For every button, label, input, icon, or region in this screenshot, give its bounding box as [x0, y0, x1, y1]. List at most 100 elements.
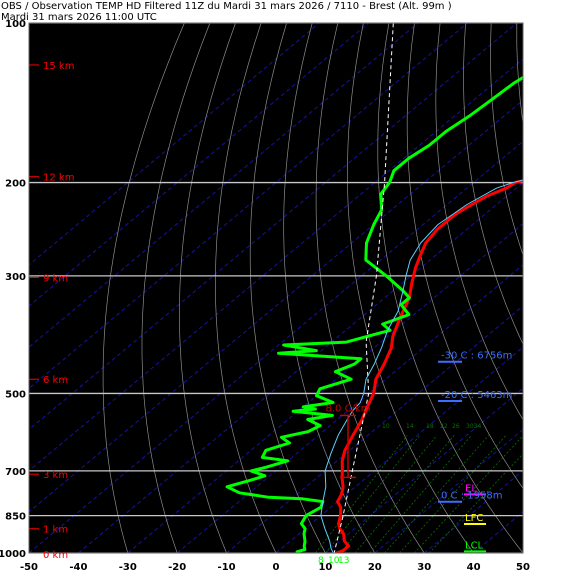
pressure-tick-label: 1000	[0, 549, 26, 560]
wind-barb-flag	[549, 332, 557, 335]
mixing-ratio-label: 22	[440, 423, 448, 430]
wind-barb-flag	[544, 447, 552, 450]
isotherm-line	[29, 23, 468, 389]
wind-barb-flag	[547, 499, 555, 502]
wind-barb-flag	[549, 250, 557, 253]
height-label: 15 km	[43, 61, 74, 72]
plot-layers	[29, 6, 584, 553]
wind-barb-staff	[544, 450, 555, 464]
wind-barb-staff	[544, 210, 555, 224]
wind-barb-staff	[544, 303, 555, 317]
mixing-ratio-line	[325, 435, 420, 553]
wind-barb-flag	[544, 385, 552, 388]
dry-adiabat-line	[463, 23, 523, 345]
height-label: 9 km	[43, 273, 68, 284]
marker-label: EL	[465, 483, 477, 494]
wind-barb-flag	[547, 370, 555, 373]
wind-barb-flag	[547, 463, 555, 466]
wind-barb-flag	[547, 211, 555, 214]
wind-barb-flag	[544, 526, 552, 529]
wind-barb-flag	[544, 402, 552, 405]
pressure-tick-label: 200	[5, 179, 26, 190]
lapse-rate-label: 8.0 C/km	[326, 403, 371, 414]
mixing-ratio-line	[339, 435, 438, 553]
wind-barb-staff	[544, 69, 555, 83]
chart-title: OBS / Observation TEMP HD Filtered 11Z d…	[1, 1, 452, 12]
isotherm-line	[29, 140, 523, 553]
wind-barb-staff	[544, 9, 555, 23]
height-label: 12 km	[43, 173, 74, 184]
wind-barb-flag	[547, 69, 555, 72]
mixing-ratio-label: 13	[338, 556, 349, 566]
wind-barb-staff	[544, 519, 555, 533]
wind-barb-flag	[544, 367, 552, 370]
chart-subtitle: Mardi 31 mars 2026 11:00 UTC	[1, 12, 157, 23]
profile-series-0	[333, 179, 523, 553]
wind-barb-flag	[547, 436, 555, 439]
level-label: -30 C : 6756m	[441, 351, 512, 362]
wind-barb-staff	[544, 487, 555, 501]
mixing-ratio-label: 10	[328, 556, 340, 566]
wind-barb-flag	[547, 476, 555, 479]
dry-adiabat-line	[490, 23, 523, 256]
height-label: 1 km	[43, 525, 68, 536]
wind-barb-flag	[544, 66, 552, 69]
wind-barb-staff	[544, 276, 555, 290]
dry-adiabat-line	[542, 23, 584, 553]
wind-barb-staff	[544, 539, 555, 553]
wind-barb-flag	[544, 433, 552, 436]
temperature-tick-label: -50	[20, 562, 38, 573]
wind-barb-staff	[544, 246, 555, 260]
mixing-ratio-label: 26	[452, 423, 460, 430]
wind-barb-staff	[544, 168, 555, 182]
wind-barb-staff	[544, 475, 555, 489]
pressure-tick-label: 100	[5, 19, 26, 30]
wind-barb-flag	[547, 246, 555, 249]
profile-series-1	[225, 75, 523, 553]
wind-barb-flag	[544, 207, 552, 210]
temperature-tick-label: 40	[467, 562, 481, 573]
dry-adiabat-line	[406, 23, 523, 489]
wind-barb-flag	[544, 114, 552, 117]
height-label: 0 km	[43, 550, 68, 561]
wind-barb-flag	[544, 243, 552, 246]
mixing-ratio-label: 14	[406, 423, 414, 430]
wind-barb-flag	[547, 510, 555, 513]
isotherm-line	[29, 23, 419, 348]
wind-barb-flag	[544, 506, 552, 509]
pressure-tick-label: 300	[5, 272, 26, 283]
wind-barb-staff	[544, 498, 555, 512]
temperature-tick-label: -10	[218, 562, 236, 573]
wind-barb-staff	[544, 436, 555, 450]
wind-barb-flag	[547, 539, 555, 542]
pressure-tick-label: 500	[5, 389, 26, 400]
wind-barb-flag	[549, 392, 557, 395]
wind-barb-flag	[544, 6, 552, 9]
marker-label: LFC	[465, 513, 483, 524]
wind-barb-staff	[544, 370, 555, 384]
isotherm-line	[29, 99, 523, 513]
wind-barb-flag	[544, 472, 552, 475]
wind-barb-flag	[547, 530, 555, 533]
mixing-ratio-line	[369, 435, 472, 553]
marker-label: LCL	[465, 540, 484, 551]
wind-barb-flag	[549, 543, 557, 546]
wind-barb-flag	[544, 325, 552, 328]
wind-barb-flag	[549, 479, 557, 482]
temperature-tick-label: 30	[417, 562, 431, 573]
pressure-tick-label: 850	[5, 512, 26, 523]
plot-frame	[28, 22, 524, 554]
wind-barb-flag	[544, 418, 552, 421]
temperature-tick-label: 10	[318, 562, 332, 573]
wind-barb-flag	[544, 516, 552, 519]
wind-barb-staff	[544, 405, 555, 419]
wind-barb-flag	[544, 273, 552, 276]
temperature-tick-label: -40	[69, 562, 87, 573]
mixing-ratio-line	[354, 435, 455, 553]
isotherm-line	[522, 552, 523, 553]
isotherm-line	[78, 181, 523, 553]
wind-barb-flag	[547, 117, 555, 120]
wind-barb-staff	[544, 328, 555, 342]
dry-adiabat-line	[435, 23, 523, 421]
